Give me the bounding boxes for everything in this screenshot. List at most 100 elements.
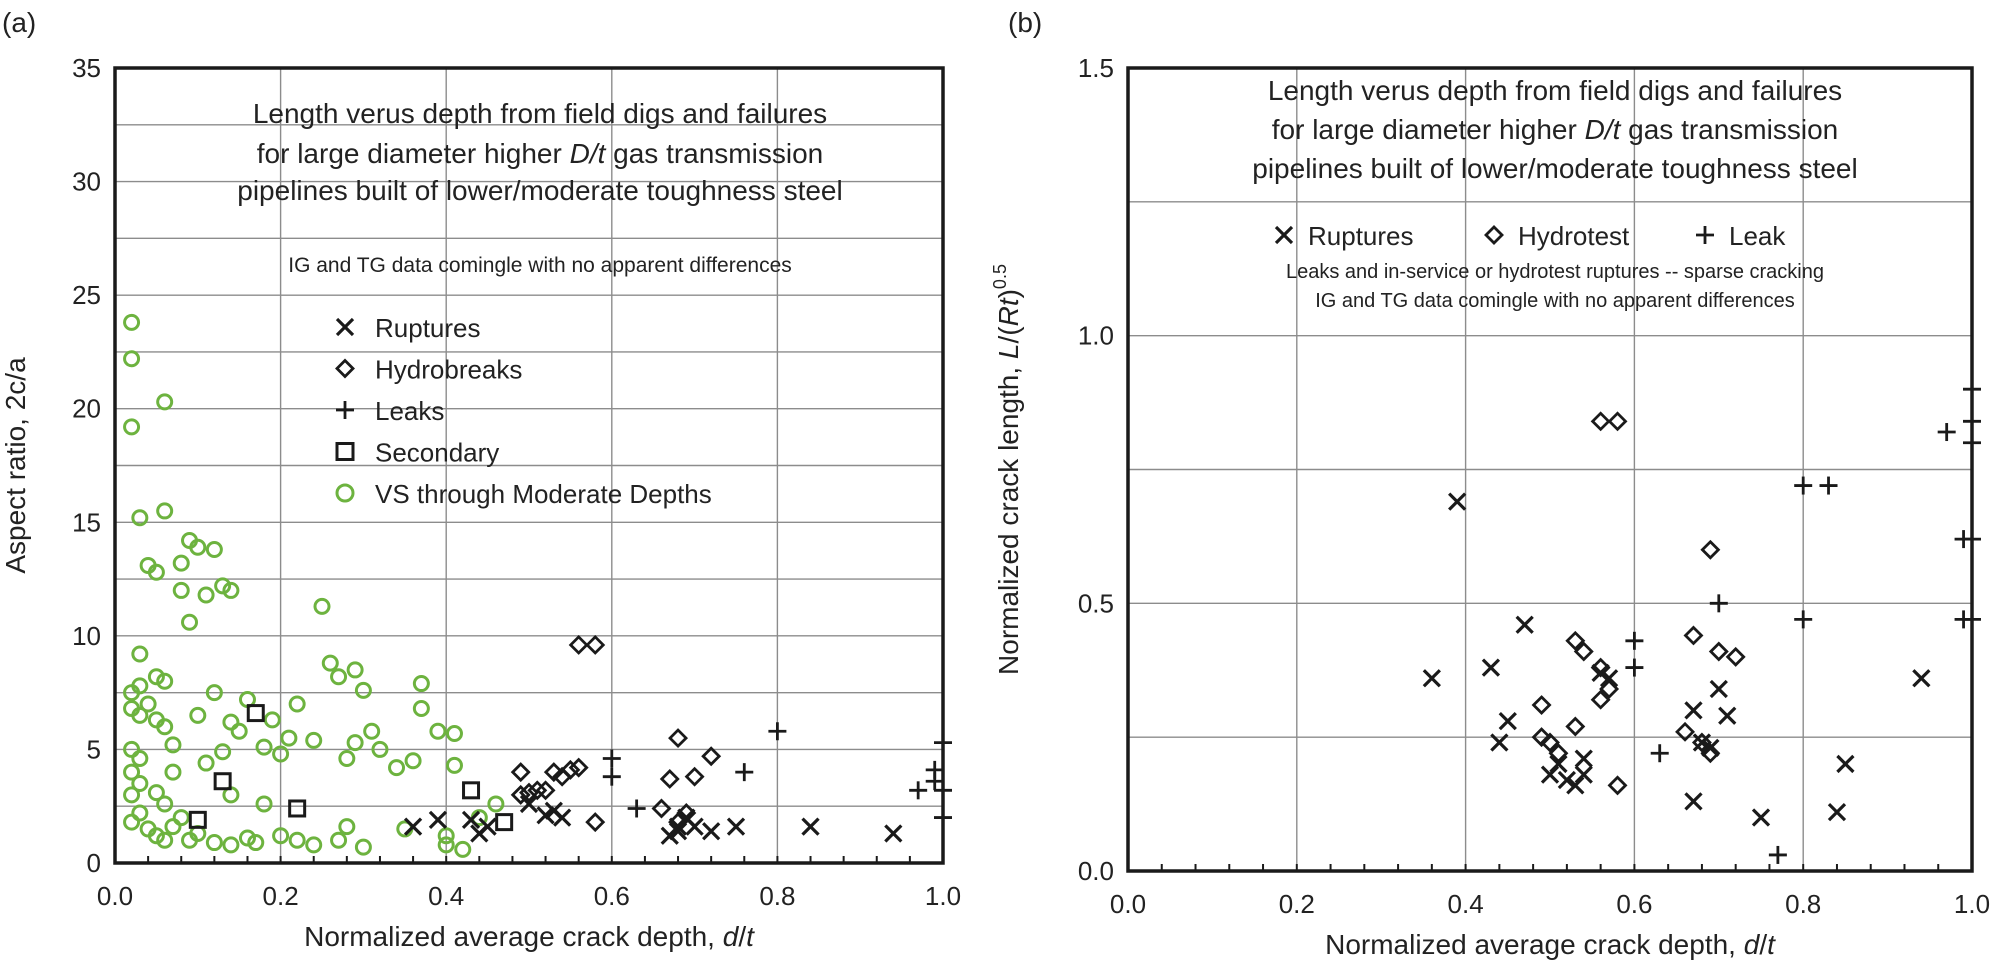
data-point bbox=[934, 808, 952, 827]
data-point bbox=[272, 745, 290, 763]
data-point bbox=[1751, 808, 1771, 827]
data-point bbox=[701, 746, 722, 767]
data-point bbox=[925, 772, 944, 791]
data-point bbox=[1954, 610, 1973, 629]
chart-note: IG and TG data comingle with no apparent… bbox=[1315, 290, 1795, 312]
legend-label: Ruptures bbox=[1308, 221, 1414, 251]
data-point bbox=[1448, 492, 1467, 511]
y-tick-label: 20 bbox=[72, 394, 101, 424]
data-point bbox=[602, 749, 621, 768]
data-point bbox=[338, 750, 356, 768]
data-point bbox=[123, 313, 141, 331]
data-point bbox=[437, 836, 455, 854]
data-point bbox=[454, 840, 472, 858]
data-point bbox=[156, 795, 174, 813]
data-point bbox=[1625, 658, 1644, 677]
x-tick-label: 0.8 bbox=[759, 881, 795, 911]
data-point bbox=[123, 350, 141, 368]
legend-label: Leak bbox=[1729, 221, 1786, 251]
data-point bbox=[668, 728, 689, 749]
data-point bbox=[1836, 754, 1855, 774]
data-point bbox=[1794, 610, 1813, 629]
data-point bbox=[1481, 658, 1501, 677]
data-point bbox=[147, 563, 165, 581]
panel-a: (a) 0.0 0.2 0.4 0.6 0.8 1.0 0 5 10 15 20 25 30 35 Norma… bbox=[0, 7, 961, 952]
data-point bbox=[288, 831, 306, 849]
data-point bbox=[1718, 706, 1737, 725]
data-point bbox=[685, 817, 704, 836]
chart-note: Leaks and in-service or hydrotest ruptur… bbox=[1286, 261, 1824, 283]
x-tick-label: 1.0 bbox=[925, 881, 961, 911]
data-point bbox=[222, 836, 240, 854]
data-point bbox=[338, 818, 356, 836]
data-point bbox=[1490, 733, 1509, 752]
data-point bbox=[1701, 738, 1720, 758]
y-tick-label: 25 bbox=[72, 280, 101, 310]
data-point bbox=[1709, 594, 1728, 613]
data-point bbox=[1963, 412, 1981, 431]
data-point bbox=[205, 541, 223, 559]
chart-title-line: for large diameter higher D/t gas transm… bbox=[257, 138, 823, 169]
data-point bbox=[330, 831, 348, 849]
x-tick-label: 0.0 bbox=[1110, 889, 1146, 919]
data-point bbox=[1573, 641, 1594, 662]
data-point bbox=[543, 762, 564, 783]
y-tick-label: 30 bbox=[72, 167, 101, 197]
legend-label: Ruptures bbox=[375, 313, 481, 343]
data-point bbox=[702, 822, 721, 841]
data-point bbox=[346, 734, 364, 752]
data-point bbox=[164, 736, 182, 754]
legend: Ruptures Hydrobreaks Leaks Secondary VS thro… bbox=[335, 313, 712, 509]
data-point bbox=[462, 781, 481, 800]
data-point bbox=[510, 762, 531, 783]
data-point bbox=[1574, 749, 1593, 768]
data-point bbox=[131, 677, 149, 695]
plot-frame bbox=[113, 66, 945, 865]
gridlines bbox=[1128, 68, 1972, 871]
data-point bbox=[1548, 743, 1569, 764]
data-point bbox=[437, 827, 455, 845]
data-point bbox=[487, 795, 505, 813]
legend-marker-diamond bbox=[1484, 225, 1504, 245]
y-tick-label: 15 bbox=[72, 507, 101, 537]
data-point bbox=[495, 813, 514, 832]
y-tick-label: 0.0 bbox=[1078, 856, 1114, 886]
data-point bbox=[1590, 657, 1611, 678]
x-tick-label: 0.2 bbox=[1279, 889, 1315, 919]
panel-label: (b) bbox=[1008, 7, 1042, 38]
legend-marker-plus bbox=[336, 401, 354, 419]
data-point bbox=[1590, 689, 1611, 710]
data-point bbox=[934, 781, 952, 800]
data-point bbox=[272, 827, 290, 845]
data-point bbox=[247, 834, 265, 852]
data-point bbox=[1675, 721, 1696, 742]
data-point bbox=[189, 538, 207, 556]
data-point bbox=[1691, 732, 1712, 753]
data-point bbox=[651, 798, 672, 819]
data-point bbox=[164, 818, 182, 836]
data-point bbox=[659, 768, 680, 789]
y-tick-label: 1.0 bbox=[1078, 321, 1114, 351]
data-point bbox=[1540, 765, 1560, 784]
data-point bbox=[1625, 631, 1644, 650]
data-point bbox=[156, 672, 174, 690]
axis-ticks bbox=[147, 856, 911, 863]
data-point bbox=[156, 393, 174, 411]
data-point bbox=[568, 757, 589, 778]
legend-marker-plus bbox=[1696, 226, 1714, 244]
data-point bbox=[181, 613, 199, 631]
data-point bbox=[1709, 679, 1728, 699]
data-point bbox=[123, 418, 141, 436]
data-point bbox=[288, 799, 307, 818]
legend-label: Leaks bbox=[375, 396, 444, 426]
data-point bbox=[676, 803, 697, 824]
data-point bbox=[305, 836, 323, 854]
data-point bbox=[305, 731, 323, 749]
data-point bbox=[1708, 641, 1729, 662]
data-point bbox=[147, 668, 165, 686]
data-point bbox=[214, 743, 232, 761]
data-point bbox=[1725, 646, 1746, 667]
plot-frame bbox=[1126, 66, 1974, 873]
legend-marker-x bbox=[335, 317, 355, 337]
legend: Ruptures Hydrotest Leak bbox=[1274, 221, 1786, 251]
